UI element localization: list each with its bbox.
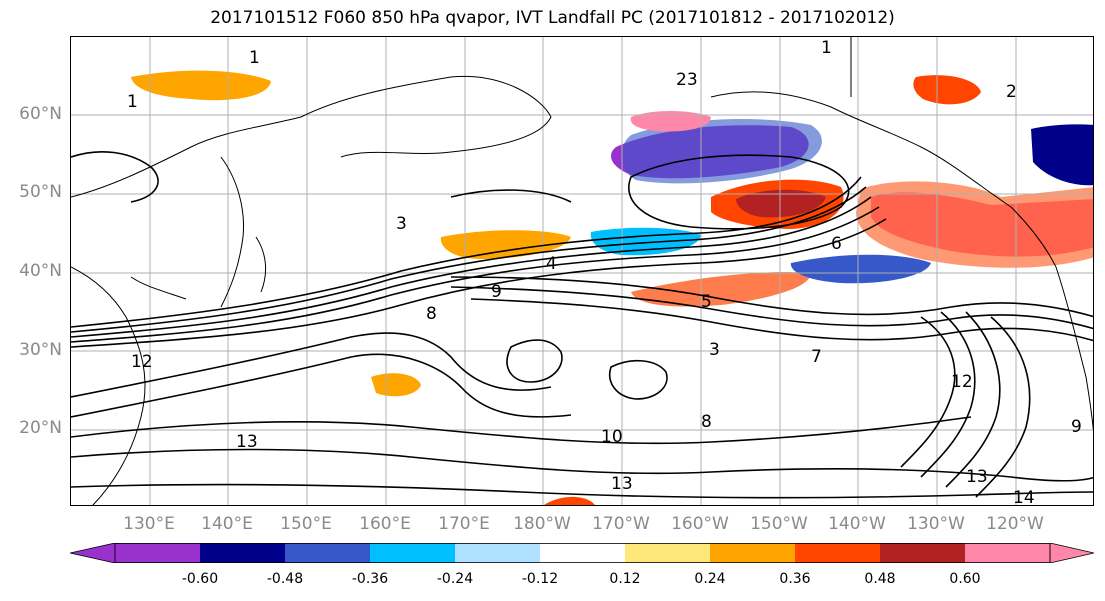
contour-label: 7 [811, 347, 822, 367]
qvapor-shading [131, 70, 1093, 505]
shade-orange-midlat [440, 230, 571, 259]
shade-blue-jet [590, 227, 701, 256]
lon-label-160e: 160°E [359, 514, 411, 534]
shade-orange-alaska [913, 75, 981, 105]
contour-label: 9 [491, 282, 502, 302]
colorbar-tick: -0.36 [351, 571, 389, 587]
lon-label-120w: 120°W [986, 514, 1044, 534]
colorbar [70, 543, 1094, 563]
colorbar-tick: -0.48 [266, 571, 304, 587]
colorbar-tick: 0.36 [779, 571, 811, 587]
colorbar-swatch [370, 543, 455, 563]
figure-title: 2017101512 F060 850 hPa qvapor, IVT Land… [210, 8, 895, 28]
shade-blue-east [790, 254, 931, 284]
contour-label: 10 [601, 427, 623, 447]
graticule [71, 37, 1093, 505]
lon-label-140w: 140°W [828, 514, 886, 534]
colorbar-swatch [285, 543, 370, 563]
lat-label-20n: 20°N [19, 418, 62, 438]
contour-labels: 1 1 1 2 3 3 4 5 6 7 8 8 9 9 10 12 12 13 … [127, 38, 1082, 506]
contour-label: 2 [1006, 82, 1017, 102]
colorbar-swatch [540, 543, 625, 563]
map-panel: 1 1 1 2 3 3 4 5 6 7 8 8 9 9 10 12 12 13 … [70, 36, 1094, 506]
shade-blue-north [621, 119, 822, 184]
lat-label-40n: 40°N [19, 261, 62, 281]
shade-orange-south [544, 496, 595, 505]
shade-darkred-central [736, 189, 826, 218]
lon-label-140e: 140°E [201, 514, 253, 534]
contour-label: 3 [709, 340, 720, 360]
colorbar-tick: -0.60 [181, 571, 219, 587]
colorbar-swatch [115, 543, 200, 563]
lat-label-50n: 50°N [19, 182, 62, 202]
shade-navy-east [1031, 124, 1093, 186]
lat-label-30n: 30°N [19, 340, 62, 360]
contour-label: 13 [966, 467, 988, 487]
colorbar-border [114, 543, 1051, 563]
contour-label: 13 [236, 432, 258, 452]
lon-label-150e: 150°E [280, 514, 332, 534]
colorbar-min-extend [70, 543, 116, 563]
ivt-contours [71, 151, 1093, 499]
contour-label: 12 [131, 352, 153, 372]
colorbar-swatch [795, 543, 880, 563]
colorbar-tick: 0.60 [949, 571, 981, 587]
contour-label: 8 [426, 304, 437, 324]
colorbar-swatch [710, 543, 795, 563]
shade-orange-sw [371, 373, 421, 397]
colorbar-tick: -0.24 [436, 571, 474, 587]
colorbar-tick: -0.12 [521, 571, 559, 587]
colorbar-tick: 0.48 [864, 571, 896, 587]
contour-label: 1 [821, 38, 832, 58]
lon-label-170w: 170°W [592, 514, 650, 534]
shade-orange-gulf-alaska [856, 181, 1093, 268]
contour-label: 13 [611, 474, 633, 494]
contour-label: 12 [951, 372, 973, 392]
contour-label: 23 [676, 70, 698, 90]
lon-label-160w: 160°W [671, 514, 729, 534]
lon-label-150w: 150°W [750, 514, 808, 534]
shade-orange-jet [631, 271, 811, 307]
coastlines [71, 37, 1093, 505]
contour-label: 3 [396, 214, 407, 234]
shade-pink-north [630, 111, 711, 132]
contour-label: 5 [701, 292, 712, 312]
contour-label: 4 [546, 254, 557, 274]
shade-orange-west [131, 70, 271, 101]
contour-label: 6 [831, 234, 842, 254]
colorbar-swatch [965, 543, 1050, 563]
lat-label-60n: 60°N [19, 104, 62, 124]
contour-label: 14 [1013, 488, 1035, 506]
colorbar-tick: 0.24 [694, 571, 726, 587]
lon-label-130e: 130°E [123, 514, 175, 534]
colorbar-max-extend [1049, 543, 1094, 563]
colorbar-swatch [625, 543, 710, 563]
colorbar-tick: 0.12 [609, 571, 641, 587]
contour-label: 9 [1071, 417, 1082, 437]
colorbar-swatch [455, 543, 540, 563]
map-canvas: 1 1 1 2 3 3 4 5 6 7 8 8 9 9 10 12 12 13 … [71, 37, 1093, 506]
contour-label: 1 [127, 92, 138, 112]
contour-label: 1 [249, 48, 260, 68]
lon-label-180w: 180°W [513, 514, 571, 534]
colorbar-swatch [200, 543, 285, 563]
lon-label-130w: 130°W [907, 514, 965, 534]
colorbar-swatch [880, 543, 965, 563]
lon-label-170e: 170°E [438, 514, 490, 534]
contour-label: 8 [701, 412, 712, 432]
